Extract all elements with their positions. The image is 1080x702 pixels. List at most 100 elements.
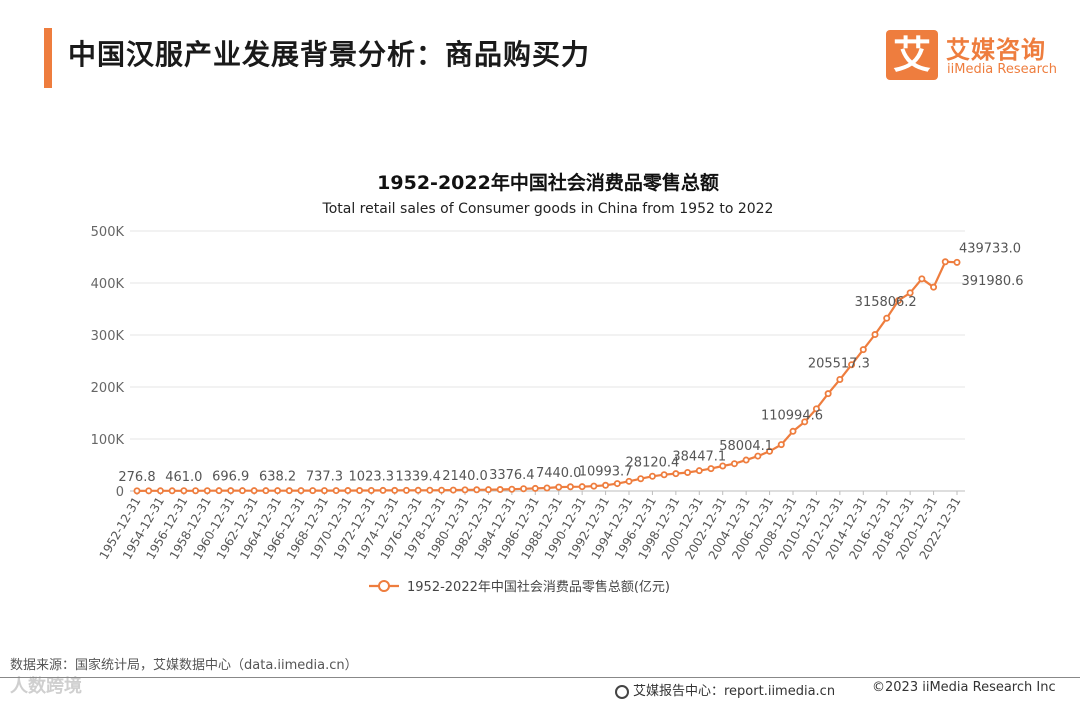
watermark: 人数跨境 (10, 676, 82, 697)
data-point (930, 283, 938, 291)
data-point (695, 467, 703, 475)
chart-subtitle: Total retail sales of Consumer goods in … (322, 201, 774, 217)
copyright: ©2023 iiMedia Research Inc (872, 680, 1056, 695)
data-point (707, 465, 715, 473)
y-tick-label: 300K (91, 329, 125, 344)
data-point (777, 441, 785, 449)
data-point (180, 487, 188, 495)
data-point (262, 487, 270, 495)
data-label: 58004.1 (719, 439, 773, 454)
data-point (484, 486, 492, 494)
data-point (824, 390, 832, 398)
data-point (473, 486, 481, 494)
series-line (136, 260, 958, 492)
data-point (227, 487, 235, 495)
data-label: 439733.0 (959, 241, 1021, 256)
data-point (590, 482, 598, 490)
logo-mark: 艾 (886, 30, 938, 80)
data-point (613, 480, 621, 488)
data-point (883, 314, 891, 322)
data-point (660, 471, 668, 479)
data-point (133, 487, 141, 495)
data-point (754, 452, 762, 460)
data-point (215, 487, 223, 495)
data-point (543, 484, 551, 492)
data-label: 1023.3 (349, 469, 395, 484)
data-label: 276.8 (118, 470, 155, 485)
data-label: 110994.6 (761, 408, 823, 423)
data-point (730, 460, 738, 468)
data-point (309, 487, 317, 495)
data-point (449, 486, 457, 494)
data-point (859, 346, 867, 354)
chart-title: 1952-2022年中国社会消费品零售总额 (377, 172, 719, 194)
data-point (789, 427, 797, 435)
data-point (192, 487, 200, 495)
data-point (648, 472, 656, 480)
legend-label: 1952-2022年中国社会消费品零售总额(亿元) (407, 579, 670, 595)
data-point (332, 487, 340, 495)
data-point (602, 481, 610, 489)
y-tick-label: 200K (91, 381, 125, 396)
data-point (520, 485, 528, 493)
data-point (379, 486, 387, 494)
data-point (297, 487, 305, 495)
data-point (812, 405, 820, 413)
logo-chinese-name: 艾媒咨询 (946, 36, 1046, 64)
data-point (766, 447, 774, 455)
data-label: 28120.4 (626, 455, 680, 470)
data-point (145, 487, 153, 495)
data-point (566, 483, 574, 491)
y-tick-label: 0 (116, 485, 124, 500)
data-point (168, 487, 176, 495)
data-label: 2140.0 (442, 469, 488, 484)
iimedia-logo: 艾 艾媒咨询 iiMedia Research (886, 28, 1066, 84)
data-point (391, 486, 399, 494)
legend-marker (378, 580, 390, 592)
data-point (953, 258, 961, 266)
data-point (461, 486, 469, 494)
data-label: 3376.4 (489, 468, 535, 483)
data-point (496, 486, 504, 494)
page-title: 中国汉服产业发展背景分析：商品购买力 (68, 38, 591, 71)
data-label: 10993.7 (579, 464, 633, 479)
data-label: 638.2 (259, 470, 296, 485)
data-label: 7440.0 (536, 466, 582, 481)
data-point (531, 484, 539, 492)
data-label: 205517.3 (808, 356, 870, 371)
data-point (250, 487, 258, 495)
data-point (742, 456, 750, 464)
data-point (637, 475, 645, 483)
data-label: 38447.1 (672, 450, 726, 465)
data-label: 696.9 (212, 470, 249, 485)
data-point (672, 470, 680, 478)
y-tick-label: 100K (91, 433, 125, 448)
data-point (941, 258, 949, 266)
data-point (274, 487, 282, 495)
data-point (848, 361, 856, 369)
data-point (356, 487, 364, 495)
data-point (320, 487, 328, 495)
data-point (156, 487, 164, 495)
y-tick-label: 400K (91, 277, 125, 292)
logo-english-name: iiMedia Research (947, 62, 1058, 77)
data-point (285, 487, 293, 495)
y-tick-label: 500K (91, 225, 125, 240)
data-source-note: 数据来源：国家统计局，艾媒数据中心（data.iimedia.cn） (10, 658, 358, 673)
data-point (578, 483, 586, 491)
data-point (801, 418, 809, 426)
data-point (508, 485, 516, 493)
data-point (918, 275, 926, 283)
report-center: 艾媒报告中心：report.iimedia.cn (615, 680, 835, 699)
line-chart: 0100K200K300K400K500K1952-12-311954-12-3… (91, 225, 1024, 595)
data-point (555, 483, 563, 491)
data-point (203, 487, 211, 495)
data-point (894, 297, 902, 305)
data-point (367, 486, 375, 494)
report-center-text: 艾媒报告中心：report.iimedia.cn (633, 684, 836, 699)
data-label: 461.0 (165, 470, 202, 485)
data-point (238, 487, 246, 495)
data-point (344, 487, 352, 495)
data-label: 737.3 (306, 470, 343, 485)
data-point (684, 468, 692, 476)
